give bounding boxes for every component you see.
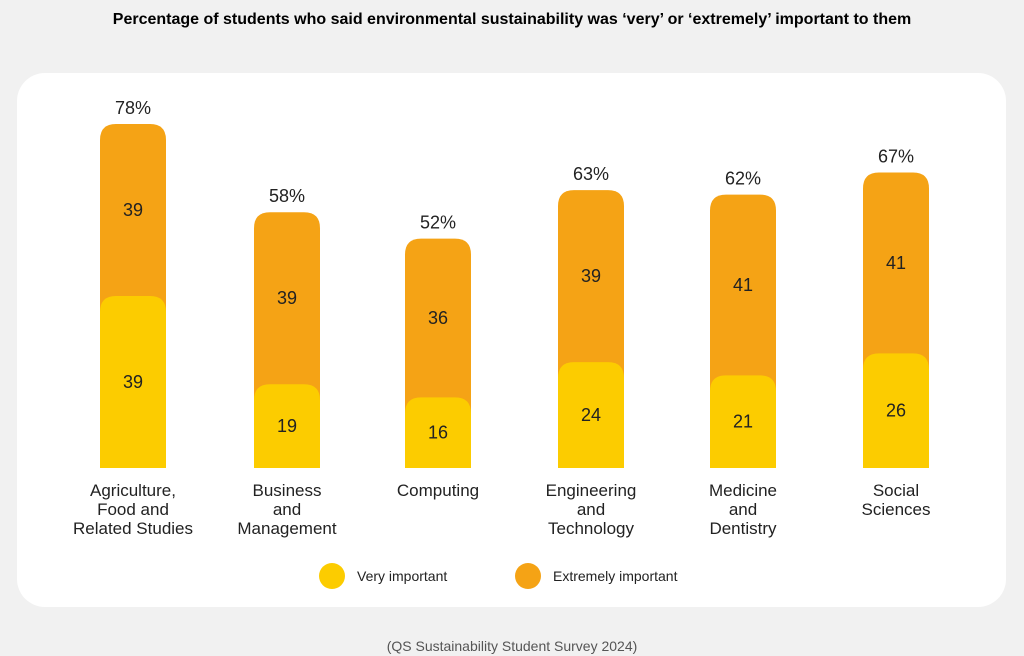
data-label-very-important: 24	[581, 405, 601, 425]
data-label-very-important: 39	[123, 372, 143, 392]
category-label: Medicine and Dentistry	[663, 481, 823, 538]
category-label: Agriculture, Food and Related Studies	[53, 481, 213, 538]
data-label-very-important: 19	[277, 416, 297, 436]
category-label-line: Technology	[547, 519, 634, 538]
category-label-line: Food and	[97, 500, 169, 519]
data-label-extremely-important: 39	[277, 288, 297, 308]
legend: Very important Extremely important	[0, 563, 1024, 589]
data-label-extremely-important: 39	[581, 266, 601, 286]
total-label: 52%	[420, 213, 456, 233]
total-label: 63%	[573, 164, 609, 184]
data-label-extremely-important: 41	[733, 275, 753, 295]
category-label-line: Engineering	[545, 481, 637, 500]
bar-very-important	[863, 353, 929, 468]
data-label-extremely-important: 39	[123, 200, 143, 220]
category-label-line: and	[576, 500, 606, 519]
legend-label-extremely-important: Extremely important	[553, 568, 678, 584]
legend-item-very-important: Very important	[319, 563, 447, 589]
category-label: Business and Management	[207, 481, 367, 538]
category-label-line: Dentistry	[709, 519, 777, 538]
bar-very-important	[558, 362, 624, 468]
legend-swatch-extremely-important	[515, 563, 541, 589]
legend-swatch-very-important	[319, 563, 345, 589]
category-label: Engineering and Technology	[511, 481, 671, 538]
total-label: 67%	[878, 147, 914, 167]
data-label-very-important: 26	[886, 401, 906, 421]
source-note: (QS Sustainability Student Survey 2024)	[386, 638, 638, 654]
total-label: 78%	[115, 98, 151, 118]
category-label-line: Related Studies	[72, 519, 194, 538]
chart-title: Percentage of students who said environm…	[112, 11, 912, 28]
category-label-line: and	[272, 500, 302, 519]
category-label-line: Social	[872, 481, 920, 500]
category-label-line: Agriculture,	[90, 481, 176, 500]
bar-very-important	[100, 296, 166, 468]
category-label-line: Medicine	[708, 481, 778, 500]
category-label: Computing	[358, 481, 518, 500]
total-label: 62%	[725, 169, 761, 189]
legend-item-extremely-important: Extremely important	[515, 563, 677, 589]
category-label: Social Sciences	[816, 481, 976, 519]
legend-label-very-important: Very important	[357, 568, 448, 584]
category-label-line: Management	[237, 519, 337, 538]
total-label: 58%	[269, 186, 305, 206]
chart-card	[17, 73, 1006, 607]
category-label-line: Business	[252, 481, 322, 500]
category-label-line: Computing	[396, 481, 480, 500]
bar-very-important	[254, 384, 320, 468]
data-label-very-important: 16	[428, 423, 448, 443]
data-label-extremely-important: 41	[886, 253, 906, 273]
data-label-very-important: 21	[733, 412, 753, 432]
category-label-line: Sciences	[861, 500, 931, 519]
bar-very-important	[710, 375, 776, 468]
data-label-extremely-important: 36	[428, 308, 448, 328]
category-label-line: and	[728, 500, 758, 519]
bar-very-important	[405, 397, 471, 468]
